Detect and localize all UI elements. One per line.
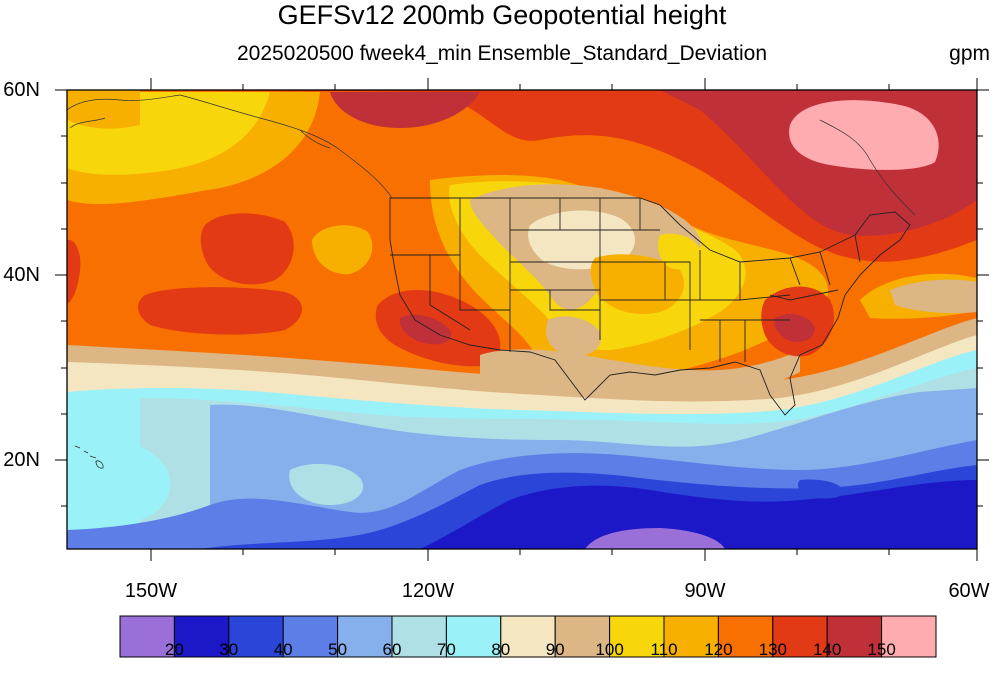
legend-box bbox=[717, 615, 774, 658]
lon-label-150w: 150W bbox=[124, 580, 178, 602]
lat-label-20n: 20N bbox=[3, 449, 40, 471]
legend-box bbox=[337, 615, 393, 658]
legend-box bbox=[282, 615, 339, 658]
lat-label-40n: 40N bbox=[3, 264, 40, 286]
legend-level-label: 130 bbox=[758, 640, 787, 659]
legend-level-label: 150 bbox=[867, 640, 896, 659]
plot-frame bbox=[66, 89, 978, 550]
legend-level-label: 60 bbox=[382, 640, 402, 659]
chart-subtitle: 2025020500 fweek4_min Ensemble_Standard_… bbox=[236, 42, 768, 65]
contour-fill bbox=[67, 90, 977, 549]
hawaii bbox=[74, 445, 104, 469]
legend-box bbox=[500, 615, 556, 658]
legend-box bbox=[445, 615, 502, 658]
axis-ticks bbox=[55, 78, 989, 561]
chart-title: GEFSv12 200mb Geopotential height bbox=[277, 0, 727, 30]
legend-level-label: 30 bbox=[219, 640, 239, 659]
legend-box bbox=[119, 615, 175, 658]
legend-box bbox=[772, 615, 828, 658]
legend-level-label: 40 bbox=[273, 640, 293, 659]
legend-level-label: 140 bbox=[813, 640, 842, 659]
legend-level-label: 50 bbox=[328, 640, 348, 659]
legend-colorbar bbox=[119, 615, 937, 658]
legend-level-label: 110 bbox=[650, 640, 678, 659]
legend-level-label: 90 bbox=[545, 640, 565, 659]
lon-label-120w: 120W bbox=[401, 580, 455, 602]
coastlines bbox=[67, 94, 916, 216]
legend-level-label: 70 bbox=[436, 640, 456, 659]
state-borders bbox=[389, 197, 911, 416]
legend-box bbox=[663, 615, 719, 658]
legend-box bbox=[609, 615, 665, 658]
lon-label-60w: 60W bbox=[948, 580, 990, 602]
legend-level-label: 120 bbox=[704, 640, 733, 659]
legend-box bbox=[826, 615, 883, 658]
lat-label-60n: 60N bbox=[3, 79, 40, 101]
legend-level-label: 80 bbox=[491, 640, 511, 659]
legend-box bbox=[228, 615, 284, 658]
lon-label-90w: 90W bbox=[684, 580, 726, 602]
legend-level-label: 100 bbox=[595, 640, 624, 659]
legend-box bbox=[881, 615, 937, 658]
legend-level-label: 20 bbox=[164, 640, 184, 659]
units-label: gpm bbox=[949, 42, 990, 65]
